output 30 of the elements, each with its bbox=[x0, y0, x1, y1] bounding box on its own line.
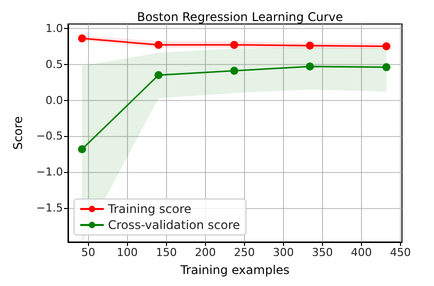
y-tick-label: −0.5 bbox=[36, 130, 63, 143]
point bbox=[154, 71, 163, 80]
x-tick-label: 250 bbox=[234, 246, 255, 259]
point bbox=[78, 145, 86, 154]
x-tick-label: 450 bbox=[390, 246, 411, 259]
x-tick-label: 150 bbox=[156, 246, 177, 259]
y-tick-label: −1.0 bbox=[36, 166, 63, 179]
point bbox=[78, 34, 86, 42]
x-tick-label: 200 bbox=[194, 246, 216, 259]
legend-label: Training score bbox=[107, 202, 192, 216]
chart-title: Boston Regression Learning Curve bbox=[136, 10, 344, 24]
point bbox=[230, 66, 238, 75]
y-axis-title: Score bbox=[11, 116, 25, 150]
point bbox=[382, 63, 390, 72]
point bbox=[382, 42, 390, 50]
y-tick-label: 0.0 bbox=[46, 94, 63, 107]
x-tick-label: 350 bbox=[312, 246, 333, 259]
y-tick-label: −1.5 bbox=[36, 202, 63, 215]
x-tick-label: 50 bbox=[81, 246, 96, 259]
point bbox=[230, 40, 238, 49]
point bbox=[306, 62, 314, 70]
x-axis-title: Training examples bbox=[179, 263, 290, 277]
point bbox=[306, 42, 314, 50]
y-tick-label: 0.5 bbox=[46, 58, 63, 71]
point bbox=[154, 40, 163, 49]
x-tick-label: 400 bbox=[350, 246, 372, 259]
x-tick-label: 100 bbox=[116, 246, 138, 259]
legend-label: Cross-validation score bbox=[108, 218, 240, 232]
x-tick-label: 300 bbox=[272, 246, 294, 259]
y-tick-label: 1.0 bbox=[46, 22, 63, 35]
